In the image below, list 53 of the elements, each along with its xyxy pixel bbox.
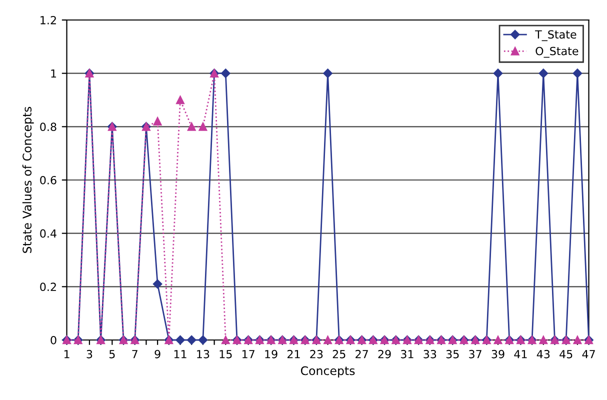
x-tick-label: 41 <box>514 350 527 358</box>
point <box>176 335 185 345</box>
y-tick-label: 0.2 <box>40 282 56 292</box>
point <box>572 68 582 78</box>
point <box>493 68 503 78</box>
legend-label: O_State <box>536 46 578 58</box>
x-tick-label: 27 <box>356 350 368 358</box>
point <box>539 336 548 344</box>
point <box>573 336 582 344</box>
x-tick-label: 17 <box>242 350 254 358</box>
x-tick-label: 5 <box>109 350 115 358</box>
x-tick-label: 1 <box>64 350 70 358</box>
y-tick-label: 1.2 <box>40 16 56 24</box>
x-tick-label: 13 <box>197 350 210 358</box>
point <box>153 117 162 126</box>
x-tick-label: 3 <box>86 350 92 358</box>
y-tick-label: 0.6 <box>40 176 56 184</box>
x-tick-label: 47 <box>582 350 595 358</box>
point <box>494 336 502 344</box>
point <box>187 122 196 131</box>
y-tick-label: 0 <box>50 336 56 344</box>
y-tick-label: 0.8 <box>40 122 56 132</box>
x-tick-label: 23 <box>310 350 323 358</box>
x-tick-label: 19 <box>265 350 278 358</box>
legend-label: T_State <box>535 30 576 42</box>
y-tick-label: 1 <box>51 69 56 78</box>
x-tick-label: 29 <box>378 350 391 358</box>
point <box>176 96 184 104</box>
point <box>323 68 332 78</box>
x-tick-label: 39 <box>492 350 504 358</box>
x-tick-label: 31 <box>400 350 414 358</box>
point <box>221 336 230 344</box>
point <box>152 279 162 289</box>
x-tick-label: 35 <box>446 350 459 358</box>
y-axis-title: State Values of Concepts <box>22 106 34 253</box>
x-tick-label: 9 <box>154 350 160 358</box>
x-tick-label: 15 <box>220 350 232 358</box>
x-axis-title: Concepts <box>300 366 355 378</box>
point <box>198 122 208 131</box>
x-tick-label: 25 <box>332 350 346 358</box>
point <box>198 335 208 345</box>
x-tick-label: 33 <box>424 350 436 358</box>
point <box>221 68 230 78</box>
x-tick-label: 21 <box>287 350 300 358</box>
x-tick-label: 43 <box>536 350 550 358</box>
point <box>186 335 196 345</box>
point <box>324 336 332 344</box>
x-tick-label: 11 <box>174 350 186 358</box>
x-tick-label: 37 <box>469 350 482 358</box>
x-tick-label: 7 <box>132 350 138 358</box>
y-tick-label: 0.4 <box>40 229 56 238</box>
point <box>538 68 548 78</box>
x-tick-label: 45 <box>560 350 572 358</box>
